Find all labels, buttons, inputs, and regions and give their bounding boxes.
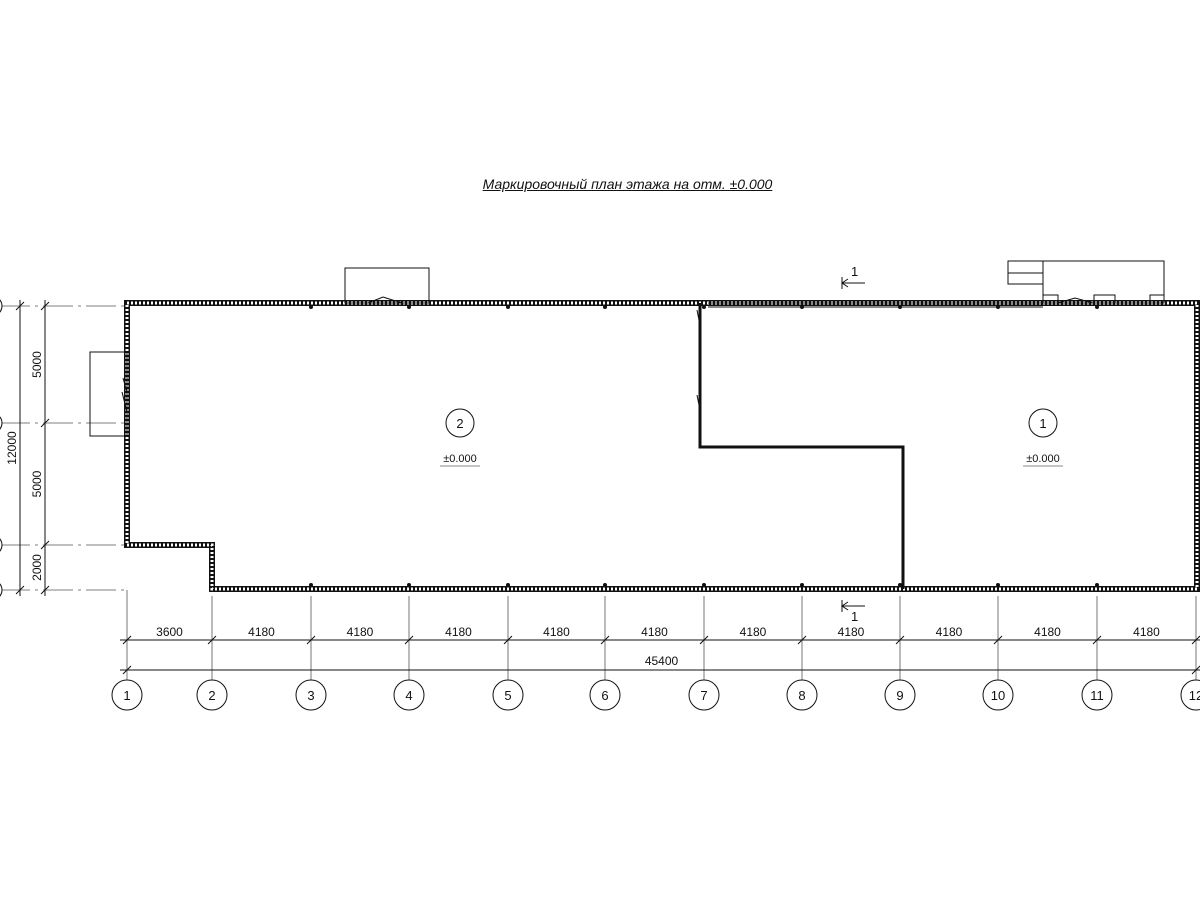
dimension-label: 3600 bbox=[156, 625, 183, 639]
room-number: 2 bbox=[456, 416, 463, 431]
axis-bubble bbox=[786, 679, 818, 711]
column bbox=[603, 305, 607, 309]
axis-bubble bbox=[1081, 679, 1113, 711]
column bbox=[309, 583, 313, 587]
porch-top-left bbox=[344, 267, 430, 304]
axis-label: 7 bbox=[700, 688, 707, 703]
axis-label: 3 bbox=[307, 688, 314, 703]
dimension-label: 4180 bbox=[248, 625, 275, 639]
axis-bubble-y bbox=[0, 583, 3, 597]
axis-bubble bbox=[196, 679, 228, 711]
exterior-wall bbox=[124, 300, 1200, 592]
room-number-bubble bbox=[1028, 408, 1058, 438]
door-swing bbox=[121, 391, 128, 413]
axis-bubble-y bbox=[0, 299, 3, 313]
interior-partition bbox=[698, 303, 905, 589]
axis-bubble bbox=[492, 679, 524, 711]
dimension-total-label: 45400 bbox=[645, 654, 679, 668]
column bbox=[506, 305, 510, 309]
section-mark-top: 1 bbox=[851, 264, 858, 279]
axis-bubble bbox=[1180, 679, 1200, 711]
dimension-tick bbox=[122, 635, 132, 645]
dimension-total-label-y: 12000 bbox=[5, 431, 19, 465]
axis-label: 4 bbox=[405, 688, 412, 703]
axis-label: 12 bbox=[1189, 688, 1200, 703]
axis-bubble bbox=[295, 679, 327, 711]
drawing-title: Маркировочный план этажа на отм. ±0.000 bbox=[482, 176, 773, 192]
axis-label: 9 bbox=[896, 688, 903, 703]
dimension-tick bbox=[40, 585, 50, 595]
dimension-label: 4180 bbox=[740, 625, 767, 639]
dimension-label: 4180 bbox=[445, 625, 472, 639]
axis-label: 1 bbox=[123, 688, 130, 703]
door-swing bbox=[122, 377, 128, 393]
dimension-tick bbox=[15, 301, 25, 311]
axis-label: 5 bbox=[504, 688, 511, 703]
dimension-label: 4180 bbox=[838, 625, 865, 639]
dimension-tick bbox=[993, 635, 1003, 645]
dimension-tick bbox=[699, 635, 709, 645]
room-number: 1 bbox=[1039, 416, 1046, 431]
room-level: ±0.000 bbox=[443, 453, 477, 465]
dimension-label: 4180 bbox=[1034, 625, 1061, 639]
dimension-tick bbox=[40, 418, 50, 428]
room-number-bubble bbox=[445, 408, 475, 438]
axis-bubble bbox=[688, 679, 720, 711]
column bbox=[1095, 305, 1099, 309]
dimension-label: 4180 bbox=[641, 625, 668, 639]
column bbox=[898, 583, 902, 587]
dimension-label-y: 5000 bbox=[30, 470, 44, 497]
dimension-label-y: 2000 bbox=[30, 554, 44, 581]
axis-bubble-y bbox=[0, 538, 3, 552]
column bbox=[407, 305, 411, 309]
column bbox=[1095, 583, 1099, 587]
axis-label: 10 bbox=[991, 688, 1005, 703]
dimension-tick bbox=[797, 635, 807, 645]
axis-bubble-y bbox=[0, 416, 3, 430]
axis-bubble bbox=[393, 679, 425, 711]
dimension-tick bbox=[600, 635, 610, 645]
dimension-label: 4180 bbox=[347, 625, 374, 639]
column bbox=[702, 305, 706, 309]
dimension-tick bbox=[503, 635, 513, 645]
door-swing bbox=[382, 296, 403, 304]
dimension-tick bbox=[895, 635, 905, 645]
room-level: ±0.000 bbox=[1026, 453, 1060, 465]
axis-label: 8 bbox=[798, 688, 805, 703]
dimension-tick bbox=[122, 665, 132, 675]
dimension-label: 4180 bbox=[543, 625, 570, 639]
dimension-tick bbox=[15, 585, 25, 595]
porch-left bbox=[89, 351, 128, 437]
dimension-tick bbox=[306, 635, 316, 645]
dimension-tick bbox=[1092, 635, 1102, 645]
wall-hatch bbox=[125, 301, 1199, 591]
dimension-tick bbox=[404, 635, 414, 645]
axis-label: 2 bbox=[208, 688, 215, 703]
door-swing bbox=[367, 296, 384, 304]
column bbox=[800, 583, 804, 587]
column bbox=[309, 305, 313, 309]
axis-bubble bbox=[884, 679, 916, 711]
column bbox=[603, 583, 607, 587]
column bbox=[702, 583, 706, 587]
axis-label: 11 bbox=[1090, 688, 1104, 703]
dimension-label-y: 5000 bbox=[30, 351, 44, 378]
dimension-label: 4180 bbox=[936, 625, 963, 639]
dimension-tick bbox=[40, 540, 50, 550]
column bbox=[996, 583, 1000, 587]
dimension-label: 4180 bbox=[1133, 625, 1160, 639]
column bbox=[407, 583, 411, 587]
section-mark-bottom: 1 bbox=[851, 609, 858, 624]
axis-bubble bbox=[982, 679, 1014, 711]
column bbox=[506, 583, 510, 587]
axis-label: 6 bbox=[601, 688, 608, 703]
dimension-tick bbox=[40, 301, 50, 311]
axis-bubble bbox=[589, 679, 621, 711]
dimension-tick bbox=[1191, 665, 1200, 675]
dimension-tick bbox=[207, 635, 217, 645]
axis-bubble bbox=[111, 679, 143, 711]
porch-top-right bbox=[1042, 260, 1165, 304]
dimension-tick bbox=[1191, 635, 1200, 645]
